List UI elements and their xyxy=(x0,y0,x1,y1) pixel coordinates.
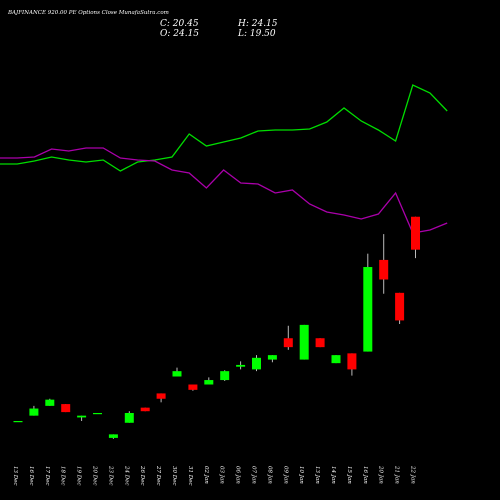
x-tick-label: 19 Dec xyxy=(76,466,82,486)
candle-body xyxy=(267,355,277,360)
candle-body xyxy=(331,355,341,364)
candle-body xyxy=(236,364,246,367)
x-tick-label: 27 Dec xyxy=(155,465,161,486)
candle-body xyxy=(29,408,39,416)
candle-body xyxy=(124,412,134,423)
x-tick-label: 02 Jan xyxy=(203,466,209,484)
candle-body xyxy=(77,415,87,418)
candle-body xyxy=(108,434,118,438)
candle-body xyxy=(299,324,309,360)
candle-body xyxy=(13,421,23,423)
x-tick-label: 20 Jan xyxy=(378,465,384,484)
candle-body xyxy=(204,380,214,385)
candle-body xyxy=(220,371,230,381)
green-overlay-line xyxy=(0,84,448,172)
x-tick-label: 24 Dec xyxy=(123,465,129,486)
candle-body xyxy=(140,407,150,412)
x-tick-label: 03 Jan xyxy=(219,466,225,484)
low-value: L: 19.50 xyxy=(238,29,276,39)
x-tick-label: 07 Jan xyxy=(251,466,257,484)
x-tick-label: 13 Dec xyxy=(12,466,18,486)
x-tick-label: 13 Jan xyxy=(314,466,320,484)
candle-body xyxy=(347,353,357,370)
candle-body xyxy=(188,384,198,390)
open-value: O: 24.15 xyxy=(160,29,200,39)
chart-title: BAJFINANCE 920.00 PE Options Close Munaf… xyxy=(8,10,169,16)
x-tick-label: 26 Dec xyxy=(139,465,145,486)
high-value: H: 24.15 xyxy=(238,19,278,29)
candle-body xyxy=(363,267,373,352)
x-tick-label: 14 Jan xyxy=(330,466,336,484)
magenta-overlay-line xyxy=(0,147,448,234)
x-tick-label: 23 Dec xyxy=(107,465,113,486)
x-tick-label: 17 Dec xyxy=(44,466,50,486)
candle-body xyxy=(172,371,182,377)
x-tick-label: 15 Jan xyxy=(346,466,352,484)
candle-body xyxy=(61,404,71,413)
candle-body xyxy=(411,216,420,250)
x-tick-label: 09 Jan xyxy=(282,466,288,484)
x-tick-label: 16 Dec xyxy=(28,466,34,486)
x-tick-label: 08 Jan xyxy=(266,466,272,484)
x-tick-label: 22 Jan xyxy=(410,465,416,484)
candle-body xyxy=(156,393,166,399)
close-value: C: 20.45 xyxy=(160,19,199,29)
x-tick-label: 30 Dec xyxy=(171,466,177,486)
candle-body xyxy=(395,292,405,321)
candle-body xyxy=(315,338,325,348)
x-tick-label: 20 Dec xyxy=(92,465,98,486)
candle-body xyxy=(93,412,102,415)
candle-body xyxy=(45,399,55,406)
x-tick-label: 18 Dec xyxy=(60,466,66,486)
x-tick-label: 31 Dec xyxy=(187,466,193,486)
x-tick-label: 06 Jan xyxy=(235,466,241,484)
x-tick-label: 21 Jan xyxy=(394,465,400,484)
candle-body xyxy=(283,338,293,348)
candle-body xyxy=(252,357,261,370)
x-tick-label: 10 Jan xyxy=(298,466,304,484)
candle-body xyxy=(379,259,389,280)
x-tick-label: 16 Jan xyxy=(362,466,368,484)
